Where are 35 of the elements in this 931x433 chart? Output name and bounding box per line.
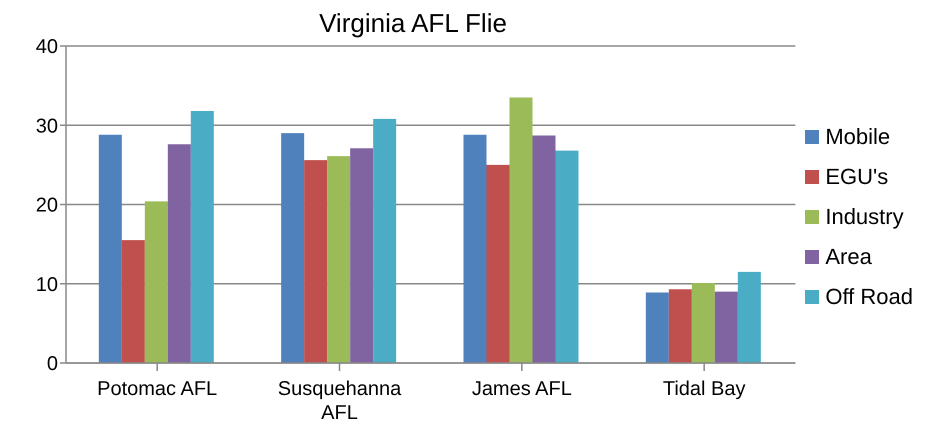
x-tick-label: Potomac AFL bbox=[97, 378, 218, 400]
bar bbox=[486, 164, 510, 363]
legend-label: Off Road bbox=[824, 282, 913, 310]
legend-label: Mobile bbox=[824, 122, 892, 150]
bar bbox=[532, 136, 556, 363]
bar bbox=[463, 134, 486, 363]
bar bbox=[646, 292, 669, 363]
bar bbox=[738, 272, 761, 363]
y-tick-label: 0 bbox=[46, 353, 58, 376]
bar bbox=[692, 282, 715, 363]
bar bbox=[509, 98, 532, 363]
y-tick-label: 20 bbox=[36, 194, 58, 217]
y-tick-label: 10 bbox=[36, 274, 58, 296]
x-tick-label: James AFL bbox=[472, 378, 572, 400]
bar bbox=[304, 160, 328, 363]
legend-label: Area bbox=[824, 242, 873, 270]
bar bbox=[668, 289, 692, 363]
x-tick-label: Tidal Bay bbox=[662, 378, 746, 400]
y-tick-label: 40 bbox=[36, 36, 58, 58]
bar bbox=[281, 133, 304, 363]
bar bbox=[350, 148, 374, 363]
x-tick-label: Susquehanna AFL bbox=[278, 378, 402, 424]
bar bbox=[327, 156, 350, 363]
bar bbox=[122, 240, 145, 363]
bar bbox=[555, 150, 578, 363]
chart-title: Virginia AFL Flie bbox=[318, 8, 508, 39]
bar bbox=[373, 118, 396, 363]
bar bbox=[714, 292, 738, 363]
bar bbox=[190, 110, 214, 363]
bar bbox=[144, 201, 168, 363]
legend-label: EGU's bbox=[824, 162, 890, 190]
legend-label: Industry bbox=[824, 202, 905, 231]
bar bbox=[168, 144, 191, 363]
bar bbox=[98, 134, 122, 363]
y-tick-label: 30 bbox=[36, 115, 58, 138]
